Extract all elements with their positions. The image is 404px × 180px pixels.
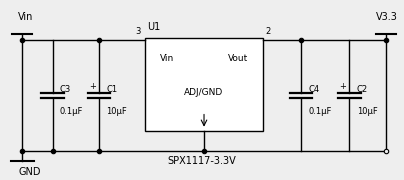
- Text: C3: C3: [60, 85, 71, 94]
- Text: V3.3: V3.3: [376, 12, 398, 22]
- Text: C4: C4: [308, 85, 320, 94]
- Text: GND: GND: [18, 167, 41, 177]
- Text: Vin: Vin: [18, 12, 34, 22]
- Text: U1: U1: [147, 21, 161, 31]
- Text: 0.1μF: 0.1μF: [60, 107, 83, 116]
- Text: Vout: Vout: [228, 54, 248, 63]
- Text: 3: 3: [135, 27, 141, 36]
- Text: ADJ/GND: ADJ/GND: [184, 88, 224, 97]
- Text: 2: 2: [266, 27, 271, 36]
- Text: 10μF: 10μF: [357, 107, 377, 116]
- Text: 10μF: 10μF: [106, 107, 127, 116]
- Bar: [145, 38, 263, 131]
- Text: C1: C1: [106, 85, 118, 94]
- Text: C2: C2: [357, 85, 368, 94]
- Text: Vin: Vin: [160, 54, 174, 63]
- Text: 0.1μF: 0.1μF: [308, 107, 332, 116]
- Text: +: +: [89, 82, 96, 91]
- Text: +: +: [339, 82, 346, 91]
- Text: SPX1117-3.3V: SPX1117-3.3V: [168, 156, 236, 166]
